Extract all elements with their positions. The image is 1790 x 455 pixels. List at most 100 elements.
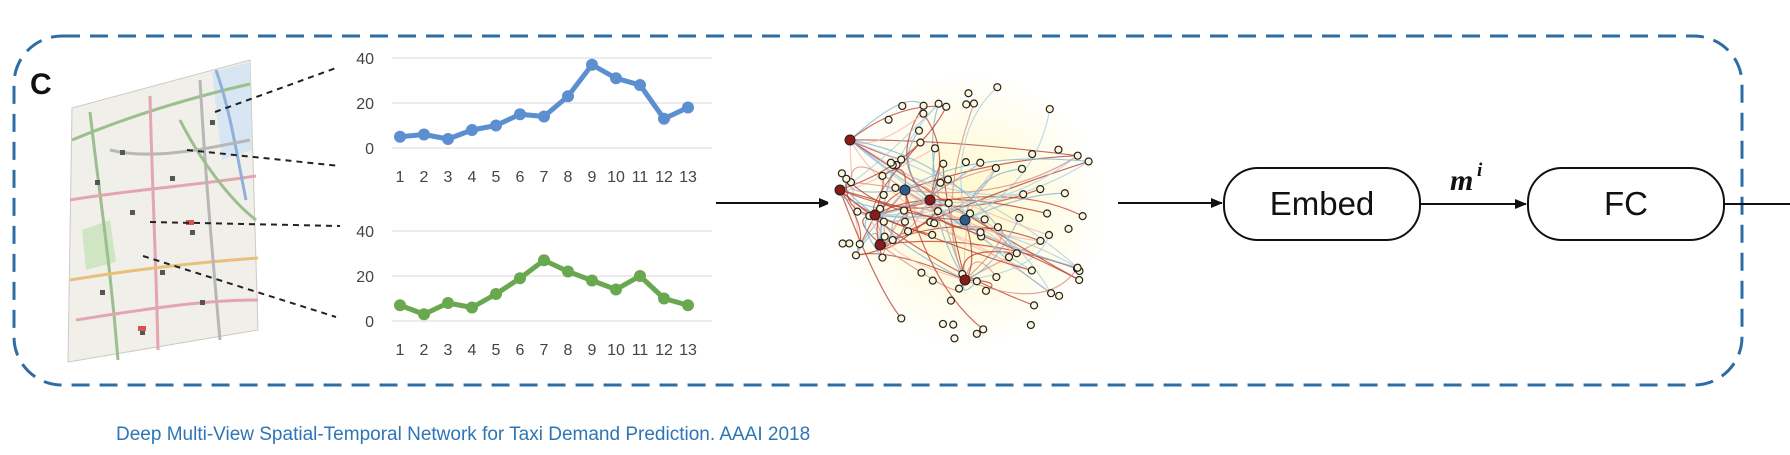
network-node bbox=[928, 230, 937, 239]
network-edge bbox=[850, 166, 906, 191]
map-building bbox=[170, 176, 175, 181]
network-edge bbox=[964, 108, 1051, 221]
city-map-icon bbox=[67, 59, 259, 363]
network-node bbox=[875, 204, 885, 213]
network-node bbox=[838, 239, 847, 248]
network-hub bbox=[899, 184, 911, 196]
network-edge bbox=[839, 189, 1035, 306]
x-tick-label: 3 bbox=[444, 169, 453, 186]
network-node bbox=[981, 286, 991, 295]
x-tick-label: 6 bbox=[516, 169, 525, 186]
network-node bbox=[1017, 164, 1027, 173]
data-point bbox=[658, 292, 670, 305]
data-point bbox=[634, 79, 646, 91]
data-point bbox=[586, 58, 598, 71]
network-hub bbox=[844, 134, 856, 146]
map-road bbox=[214, 69, 248, 201]
network-node bbox=[878, 171, 887, 180]
map-marker bbox=[186, 220, 194, 225]
x-tick-label: 8 bbox=[564, 169, 573, 186]
network-node bbox=[933, 207, 943, 216]
data-point bbox=[538, 254, 550, 267]
fc-label: FC bbox=[1604, 185, 1648, 222]
network-node bbox=[1004, 253, 1014, 262]
network-node bbox=[1036, 236, 1045, 245]
map-road bbox=[148, 95, 160, 351]
network-node bbox=[1046, 289, 1056, 298]
network-node bbox=[1054, 291, 1064, 300]
network-node bbox=[880, 232, 889, 241]
x-tick-label: 5 bbox=[492, 169, 501, 186]
data-point bbox=[466, 301, 478, 314]
network-node bbox=[897, 155, 906, 164]
y-tick-label: 40 bbox=[356, 51, 374, 68]
x-tick-label: 10 bbox=[607, 169, 625, 186]
network-edge bbox=[874, 160, 1089, 216]
network-node bbox=[1012, 249, 1021, 258]
network-node bbox=[898, 101, 907, 111]
fc-block: FC bbox=[1527, 167, 1725, 241]
network-node bbox=[1045, 104, 1054, 114]
edge-label-base: m bbox=[1450, 164, 1473, 197]
network-node bbox=[1054, 145, 1063, 154]
map-building bbox=[200, 300, 205, 305]
x-tick-label: 7 bbox=[540, 169, 549, 186]
network-edge bbox=[964, 192, 1065, 221]
map-road bbox=[198, 79, 222, 341]
network-edge bbox=[904, 189, 984, 330]
network-node bbox=[878, 253, 887, 262]
network-node bbox=[936, 178, 945, 187]
edge-label-m: m bbox=[1450, 164, 1473, 197]
leader-line bbox=[142, 255, 337, 318]
network-node bbox=[934, 99, 943, 108]
network-node bbox=[944, 199, 953, 208]
data-point bbox=[634, 270, 646, 282]
network-node bbox=[954, 284, 964, 293]
network-hub bbox=[834, 184, 846, 196]
network-node bbox=[972, 329, 981, 338]
x-tick-label: 13 bbox=[679, 342, 697, 359]
x-tick-label: 6 bbox=[516, 342, 525, 359]
data-point bbox=[610, 283, 622, 296]
x-tick-label: 8 bbox=[564, 342, 573, 359]
network-node bbox=[976, 228, 985, 237]
network-node bbox=[1060, 189, 1069, 198]
map-building bbox=[130, 210, 135, 215]
network-node bbox=[964, 89, 973, 98]
map-building bbox=[100, 290, 105, 295]
network-node bbox=[980, 215, 989, 224]
network-node bbox=[972, 277, 981, 286]
network-edge bbox=[839, 103, 940, 191]
data-point bbox=[490, 119, 502, 132]
x-tick-label: 4 bbox=[468, 342, 477, 359]
series-line bbox=[399, 62, 690, 142]
y-tick-label: 0 bbox=[365, 141, 374, 158]
network-node bbox=[1036, 184, 1045, 194]
network-node bbox=[903, 227, 913, 236]
network-hub bbox=[869, 209, 881, 221]
network-node bbox=[938, 319, 948, 329]
network-node bbox=[993, 223, 1003, 232]
map-marker bbox=[138, 326, 146, 331]
dashed-panel-border bbox=[12, 34, 1744, 387]
panel-label: C bbox=[30, 68, 52, 101]
network-node bbox=[969, 99, 979, 108]
network-node bbox=[919, 109, 928, 118]
network-node bbox=[842, 174, 851, 183]
network-edge bbox=[849, 139, 1080, 281]
network-node bbox=[993, 83, 1002, 92]
data-point bbox=[442, 133, 454, 145]
data-point bbox=[418, 308, 430, 321]
x-tick-label: 13 bbox=[679, 169, 697, 186]
network-node bbox=[950, 334, 959, 343]
data-point bbox=[418, 128, 430, 141]
network-node bbox=[930, 144, 940, 153]
network-node bbox=[899, 206, 909, 215]
network-hub bbox=[874, 239, 886, 251]
edge-label-superscript: i bbox=[1477, 160, 1483, 181]
network-node bbox=[879, 217, 888, 226]
network-hub bbox=[959, 274, 971, 286]
map-road bbox=[69, 256, 259, 282]
map-road bbox=[88, 111, 120, 361]
map-building bbox=[140, 330, 145, 335]
